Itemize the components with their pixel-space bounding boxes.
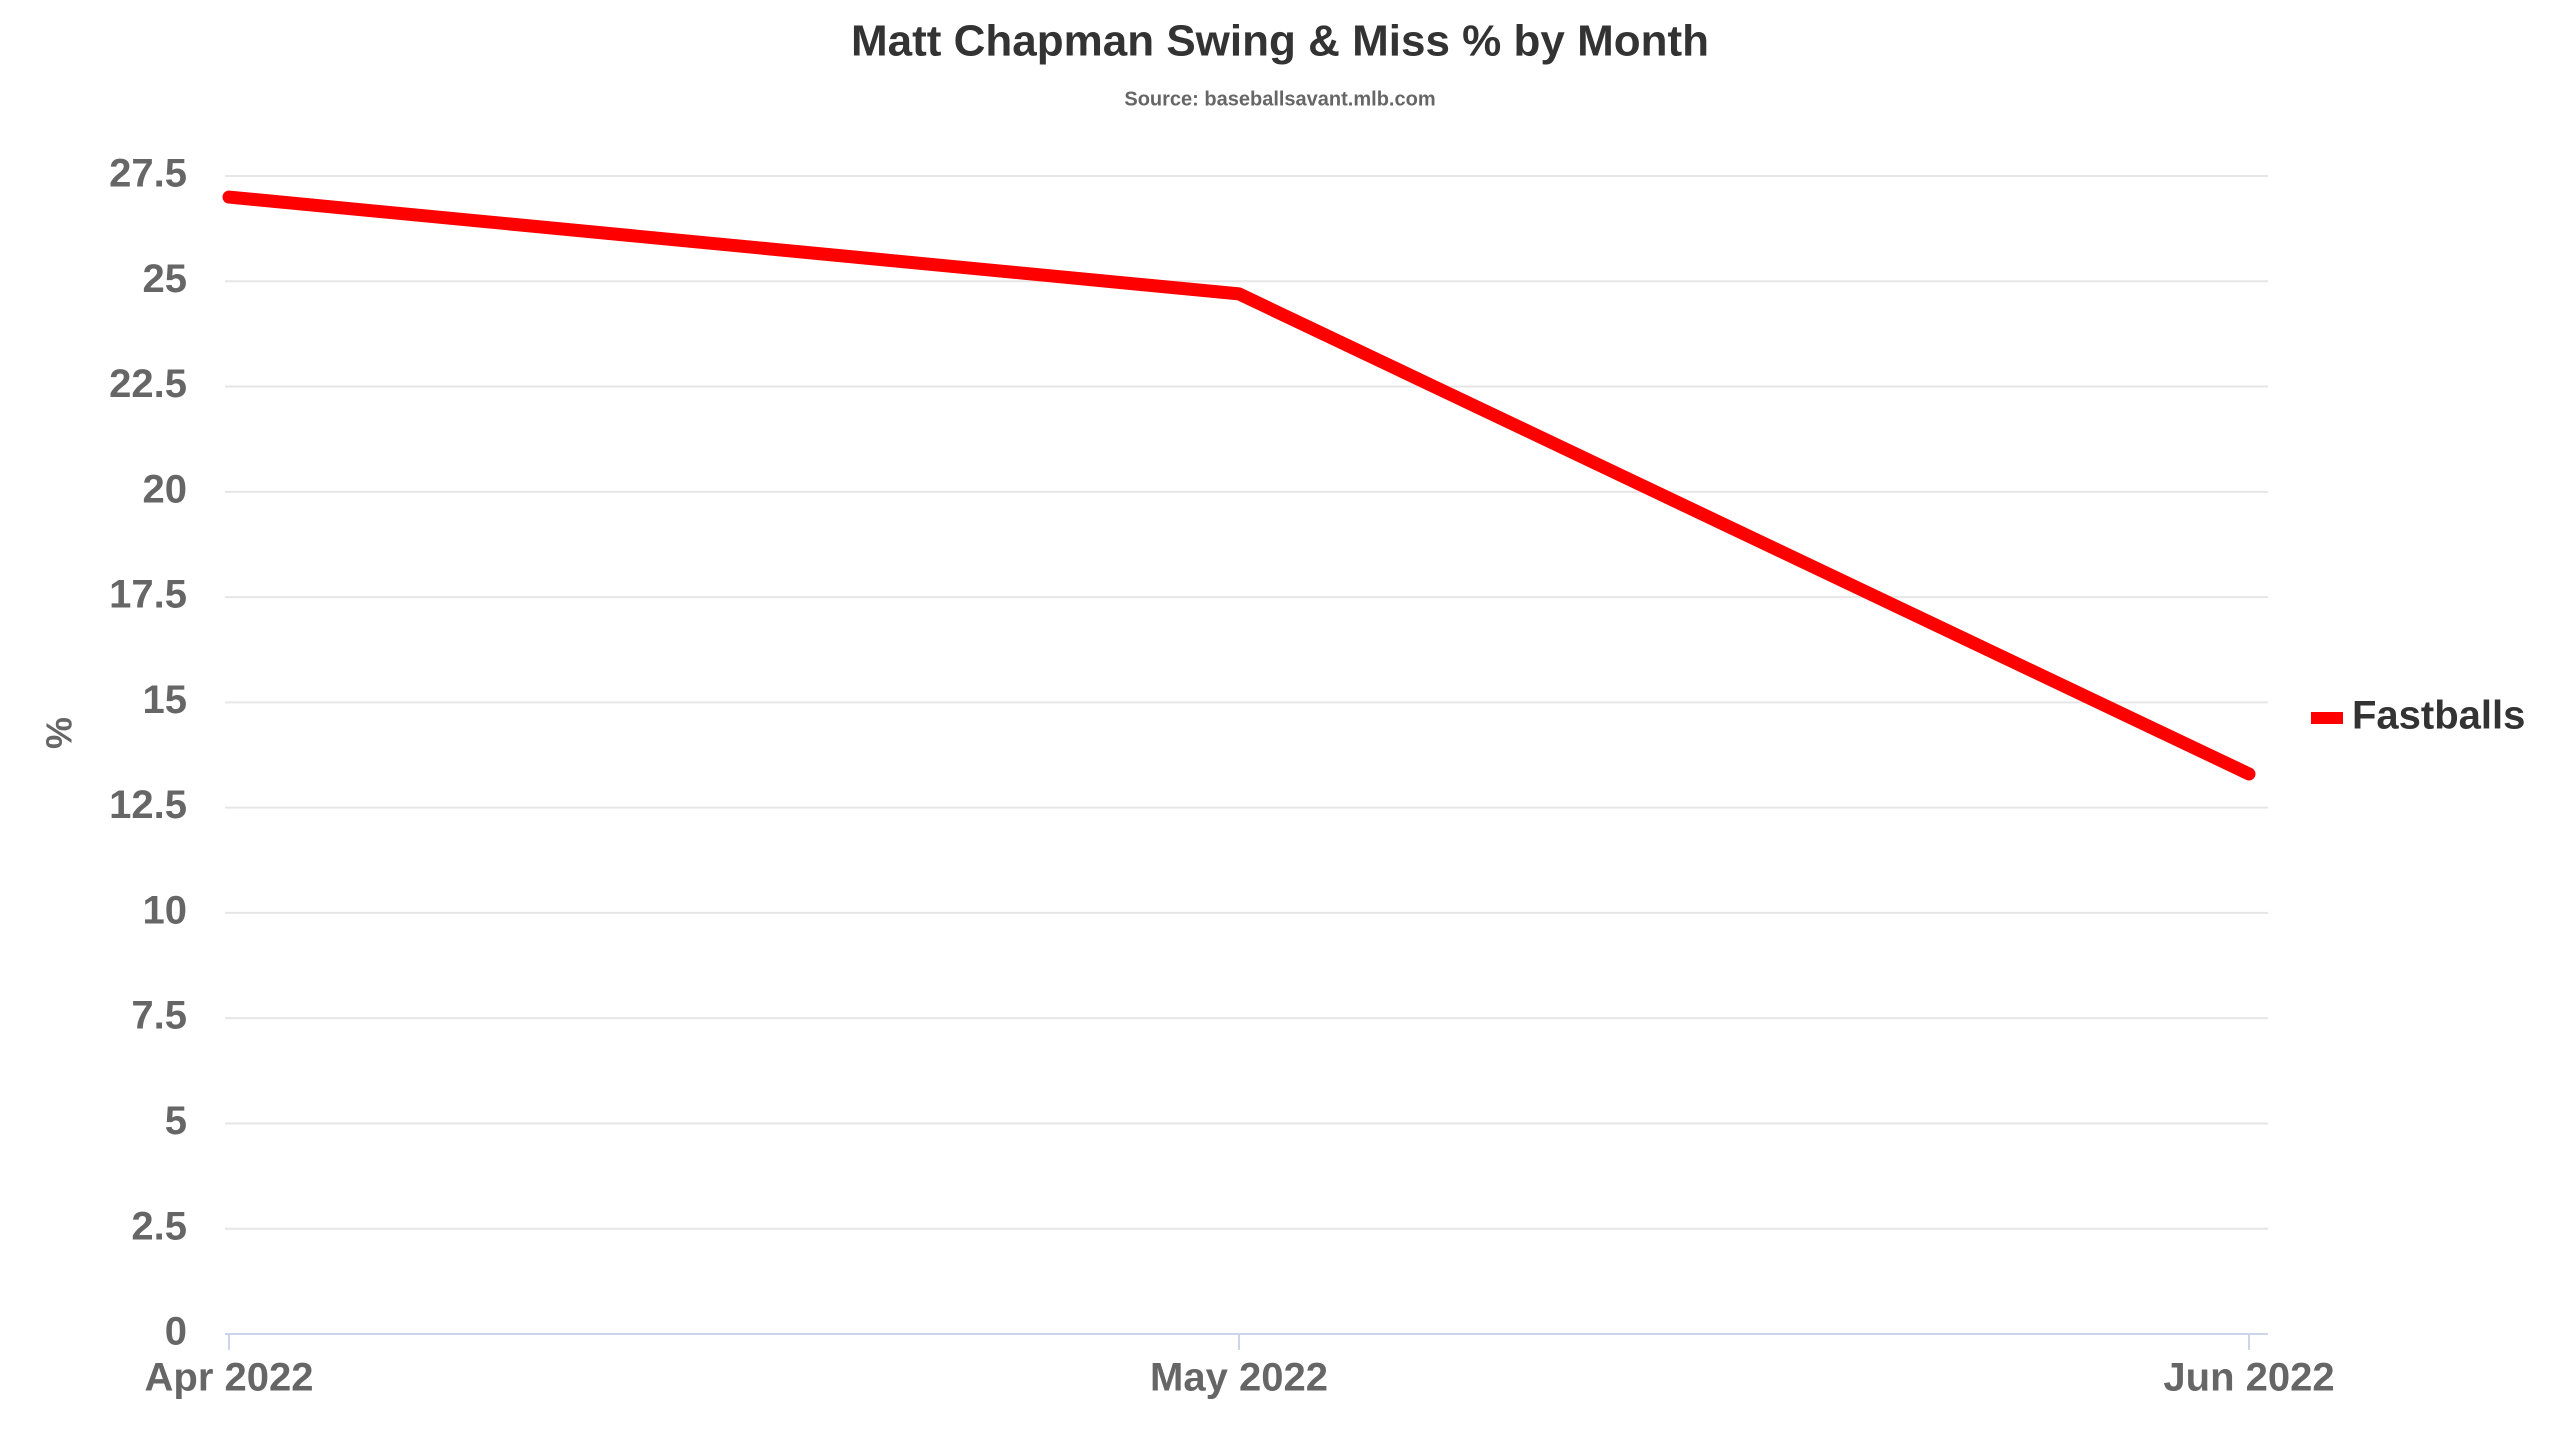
y-tick-label: 25 (143, 257, 188, 301)
chart-title: Matt Chapman Swing & Miss % by Month (851, 17, 1709, 66)
y-tick-label: 0 (165, 1310, 187, 1354)
x-tick-label: Jun 2022 (2163, 1356, 2334, 1400)
y-tick-label: 22.5 (109, 362, 187, 406)
y-tick-label: 10 (143, 888, 188, 932)
y-axis-label: % (39, 717, 80, 749)
y-tick-label: 27.5 (109, 152, 187, 196)
data-line (222, 190, 2256, 781)
y-tick-label: 20 (143, 467, 188, 511)
y-tick-label: 12.5 (109, 783, 187, 827)
x-tick-label: May 2022 (1150, 1356, 1328, 1400)
y-tick-label: 7.5 (131, 994, 187, 1038)
y-tick-label: 5 (165, 1099, 187, 1143)
y-tick-label: 15 (143, 678, 188, 722)
x-tick-label: Apr 2022 (145, 1356, 314, 1400)
legend-label[interactable]: Fastballs (2352, 694, 2525, 738)
chart-subtitle: Source: baseballsavant.mlb.com (1124, 88, 1435, 110)
y-tick-label: 2.5 (131, 1204, 187, 1248)
y-tick-label: 17.5 (109, 573, 187, 617)
